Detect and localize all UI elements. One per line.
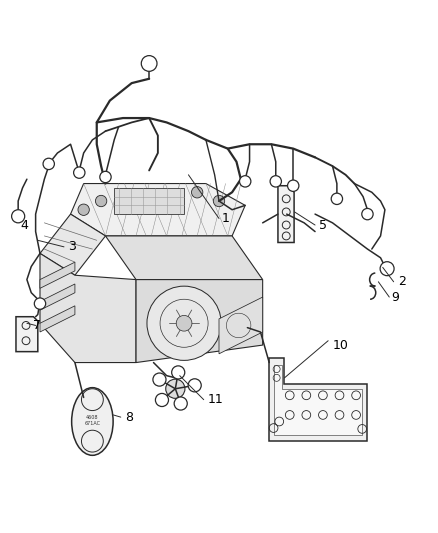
Polygon shape — [40, 306, 75, 332]
Polygon shape — [219, 297, 263, 354]
Text: 4608
671AC: 4608 671AC — [85, 415, 100, 425]
Circle shape — [213, 195, 225, 207]
Polygon shape — [40, 214, 106, 275]
Circle shape — [191, 187, 203, 198]
Text: 10: 10 — [332, 338, 348, 352]
Text: 5: 5 — [319, 219, 328, 231]
Text: 1: 1 — [221, 212, 229, 225]
Polygon shape — [274, 365, 362, 434]
Ellipse shape — [72, 387, 113, 455]
Text: 9: 9 — [392, 290, 399, 304]
Circle shape — [188, 379, 201, 392]
Circle shape — [95, 195, 107, 207]
Circle shape — [174, 397, 187, 410]
Circle shape — [331, 193, 343, 205]
Circle shape — [147, 286, 221, 360]
Circle shape — [153, 373, 166, 386]
Circle shape — [78, 204, 89, 215]
Circle shape — [34, 298, 46, 309]
Circle shape — [380, 262, 394, 276]
Polygon shape — [40, 253, 136, 362]
Polygon shape — [136, 280, 263, 362]
Polygon shape — [40, 262, 75, 288]
Circle shape — [43, 158, 54, 169]
Polygon shape — [269, 358, 367, 441]
Polygon shape — [40, 284, 75, 310]
Text: 3: 3 — [68, 240, 76, 253]
Circle shape — [240, 176, 251, 187]
Text: 7: 7 — [33, 319, 42, 332]
Circle shape — [141, 55, 157, 71]
Polygon shape — [278, 185, 294, 243]
Circle shape — [288, 180, 299, 191]
Circle shape — [166, 379, 185, 398]
Circle shape — [172, 366, 185, 379]
Text: 8: 8 — [125, 410, 133, 424]
Text: 4: 4 — [20, 219, 28, 231]
Circle shape — [12, 210, 25, 223]
Polygon shape — [106, 236, 263, 280]
Circle shape — [362, 208, 373, 220]
Text: 11: 11 — [208, 393, 224, 406]
Circle shape — [74, 167, 85, 179]
Circle shape — [176, 316, 192, 331]
Circle shape — [155, 393, 169, 407]
Polygon shape — [16, 317, 38, 352]
Text: 2: 2 — [398, 275, 406, 288]
Polygon shape — [71, 183, 245, 236]
Circle shape — [270, 176, 282, 187]
Polygon shape — [114, 188, 184, 214]
Circle shape — [100, 171, 111, 183]
